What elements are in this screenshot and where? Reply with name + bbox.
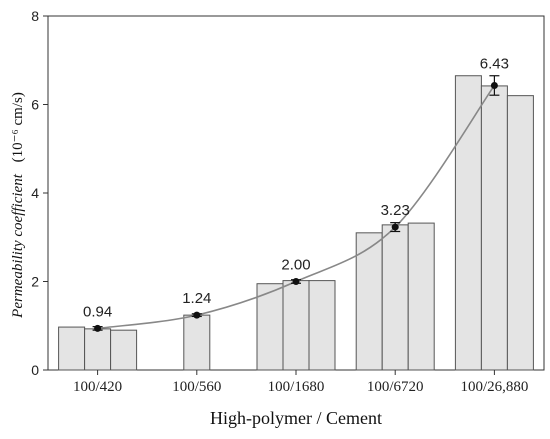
y-axis-label-name: Permeability coefficient [10,173,26,319]
bar-4-2 [506,95,534,371]
x-axis-ticks: 100/420 100/560 100/1680 100/6720 100/26,880 [73,370,528,395]
y-tick-label: 8 [31,8,39,24]
bar-0-0 [58,326,86,371]
data-point-0 [94,324,102,332]
bar-3-2 [407,222,435,371]
bar-2-2 [308,280,336,371]
x-tick-label: 100/26,880 [460,379,528,395]
data-label-0: 0.94 [83,303,112,320]
x-tick-label: 100/6720 [367,379,424,395]
bar-4-1 [480,85,508,371]
bar-3-0 [355,232,383,371]
data-labels-group: 0.94 1.24 2.00 3.23 6.43 [83,56,509,321]
data-label-3: 3.23 [381,202,410,219]
bar-2-1 [282,280,310,371]
y-axis-label: Permeability coefficient (10⁻⁶ cm/s) [10,92,26,319]
x-tick-label: 100/560 [172,379,221,395]
bars-group [58,75,534,371]
y-tick-label: 2 [31,274,39,290]
data-label-1: 1.24 [182,290,211,307]
data-point-4 [490,81,498,89]
markers-group [94,81,498,332]
data-label-4: 6.43 [480,56,509,73]
y-tick-label: 4 [31,185,39,201]
x-tick-label: 100/420 [73,379,122,395]
y-tick-label: 0 [31,362,39,378]
y-tick-label: 6 [31,97,39,113]
x-tick-label: 100/1680 [268,379,325,395]
data-point-1 [193,311,201,319]
data-label-2: 2.00 [281,257,310,274]
bar-1-1 [183,314,211,371]
y-axis-label-unit: (10⁻⁶ cm/s) [10,92,26,162]
bar-0-2 [110,329,138,371]
bar-4-0 [454,75,482,371]
x-axis-label: High-polymer / Cement [210,408,382,428]
bar-3-1 [381,224,409,371]
bar-2-0 [256,283,284,371]
data-point-2 [292,278,300,285]
bar-0-1 [84,328,112,371]
data-point-3 [391,223,399,231]
y-axis-ticks: 0 2 4 6 8 [31,8,48,378]
